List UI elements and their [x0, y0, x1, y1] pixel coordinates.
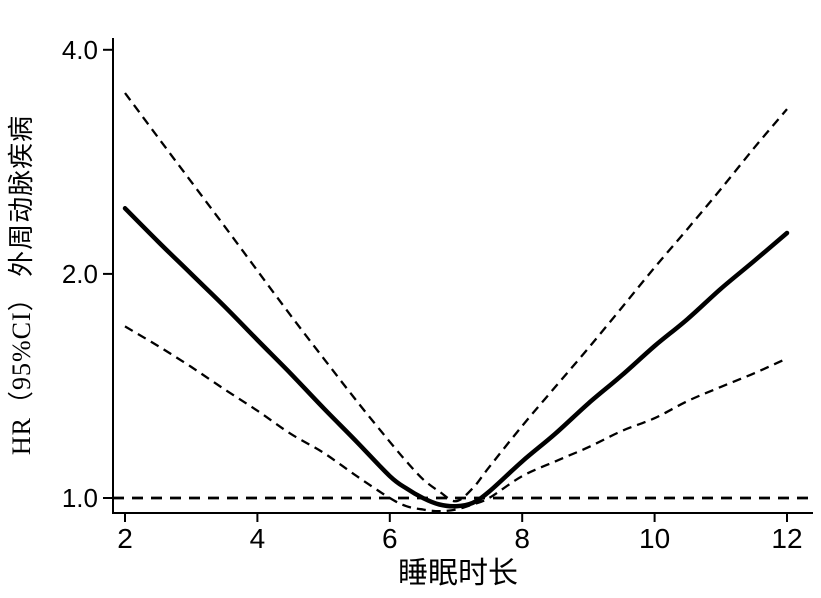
x-axis-title: 睡眠时长: [398, 557, 518, 590]
y-tick-label: 4.0: [62, 35, 98, 65]
x-tick-label: 12: [771, 523, 802, 554]
x-tick-label: 4: [250, 523, 266, 554]
hr-estimate-curve: [122, 206, 790, 509]
y-axis-title: HR（95%CI） 外周动脉疾病: [7, 115, 36, 455]
x-tick-label: 6: [382, 523, 398, 554]
x-tick-label: 10: [639, 523, 670, 554]
x-tick-label: 2: [117, 523, 133, 554]
ci-upper-curve: [124, 92, 788, 503]
y-tick-label: 1.0: [62, 483, 98, 513]
plot-generated-layer: 4.0 2.0 1.0 2 4 6 8 10 12: [62, 35, 813, 554]
x-tick-label: 8: [514, 523, 530, 554]
ci-lower-curve: [124, 325, 788, 513]
y-tick-label: 2.0: [62, 259, 98, 289]
